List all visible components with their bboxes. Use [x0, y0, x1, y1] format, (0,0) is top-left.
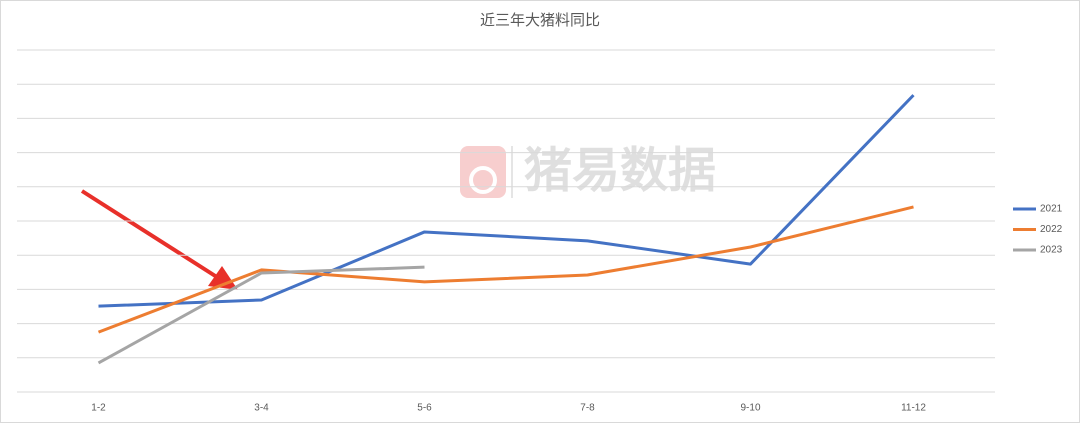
x-tick-label: 9-10 — [740, 403, 760, 414]
watermark-logo — [460, 146, 513, 198]
line-series — [97, 205, 914, 334]
legend-label: 2022 — [1040, 224, 1063, 235]
x-tick-label: 11-12 — [901, 403, 926, 414]
x-tick-label: 7-8 — [580, 403, 595, 414]
legend-label: 2023 — [1040, 245, 1063, 256]
watermark: 猪易数据 — [524, 145, 716, 198]
red-arrow — [80, 189, 238, 290]
legend-label: 2021 — [1040, 204, 1063, 215]
x-tick-label: 1-2 — [91, 403, 106, 414]
chart-title: 近三年大猪料同比 — [480, 12, 600, 29]
line-series — [98, 94, 915, 308]
x-tick-label: 5-6 — [417, 403, 432, 414]
line-series — [97, 265, 425, 365]
x-tick-label: 3-4 — [254, 403, 269, 414]
